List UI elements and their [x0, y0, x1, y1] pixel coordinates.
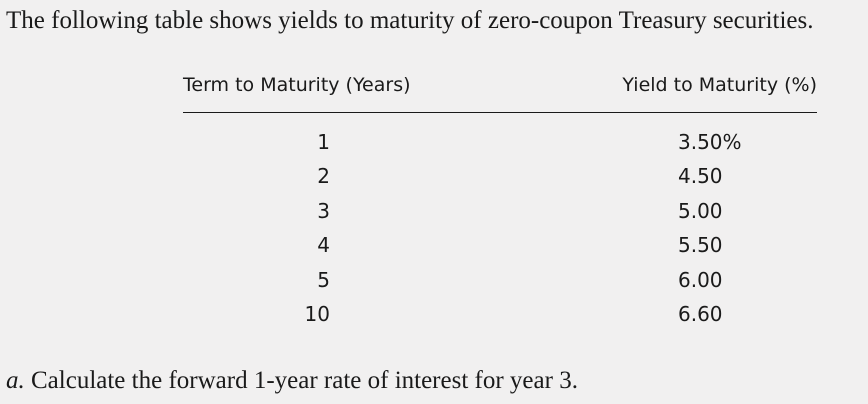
yield-cell: 5.00 — [678, 198, 723, 223]
yield-cell: 6.60 — [678, 301, 723, 326]
question-a: a. Calculate the forward 1-year rate of … — [6, 366, 578, 396]
header-term: Term to Maturity (Years) — [183, 74, 411, 96]
table-body: 1 3.50% 2 4.50 3 5.00 4 5.50 5 6.00 10 6… — [183, 130, 817, 336]
table-header: Term to Maturity (Years) Yield to Maturi… — [183, 74, 817, 104]
header-rule — [183, 112, 817, 113]
table-row: 4 5.50 — [183, 233, 817, 267]
yield-cell: 5.50 — [678, 233, 723, 258]
yield-cell: 3.50% — [678, 130, 742, 154]
term-cell: 2 — [317, 164, 330, 189]
term-cell: 10 — [304, 301, 330, 326]
yield-cell: 4.50 — [678, 164, 723, 189]
intro-text: The following table shows yields to matu… — [6, 7, 814, 34]
term-cell: 3 — [317, 198, 330, 223]
question-letter: a. — [6, 367, 25, 394]
question-text: Calculate the forward 1-year rate of int… — [31, 367, 578, 394]
yield-cell: 6.00 — [678, 267, 723, 292]
term-cell: 5 — [317, 267, 330, 292]
yields-table: Term to Maturity (Years) Yield to Maturi… — [183, 74, 817, 326]
table-row: 5 6.00 — [183, 268, 817, 302]
table-row: 3 5.00 — [183, 199, 817, 233]
table-row: 10 6.60 — [183, 302, 817, 336]
table-row: 2 4.50 — [183, 164, 817, 198]
term-cell: 4 — [317, 233, 330, 258]
header-yield: Yield to Maturity (%) — [622, 74, 817, 96]
table-row: 1 3.50% — [183, 130, 817, 164]
term-cell: 1 — [317, 130, 330, 154]
